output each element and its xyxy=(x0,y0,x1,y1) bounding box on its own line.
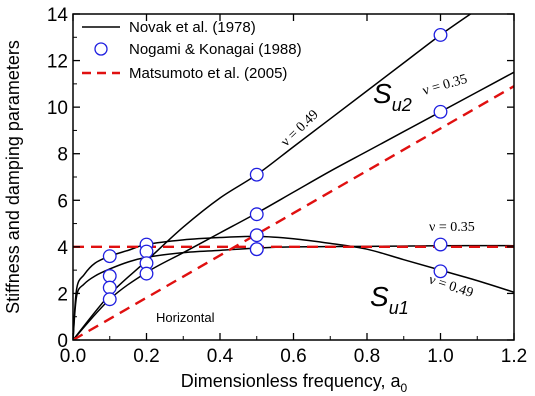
y-tick-label: 2 xyxy=(57,284,68,305)
series-line-novak-3 xyxy=(73,235,514,340)
data-point-nogami xyxy=(433,237,448,252)
data-point-nogami xyxy=(249,167,264,182)
y-tick-label: 4 xyxy=(57,238,68,259)
label-su2: Su2 xyxy=(373,78,412,115)
legend-label-matsumoto: Matsumoto et al. (2005) xyxy=(129,65,287,82)
data-point-nogami xyxy=(139,244,154,259)
data-point-nogami xyxy=(102,292,117,307)
series-line-novak-1 xyxy=(73,71,514,340)
data-point-nogami xyxy=(249,207,264,222)
x-tick-label: 0.0 xyxy=(60,346,86,367)
data-point-nogami xyxy=(102,280,117,295)
legend-label-novak: Novak et al. (1978) xyxy=(129,19,256,36)
legend: Novak et al. (1978) Nogami & Konagai (19… xyxy=(82,19,302,82)
nu-label-035-lower: ν = 0.35 xyxy=(429,220,475,235)
label-horizontal: Horizontal xyxy=(156,310,215,325)
y-tick-label: 6 xyxy=(57,191,68,212)
data-point-nogami xyxy=(433,28,448,42)
axis-tick-labels: 0.0 0.2 0.4 0.6 0.8 1.0 1.2 0 2 4 6 8 10 12 14 xyxy=(47,5,527,367)
y-axis-label: Stiffness and damping parameters xyxy=(3,40,23,314)
chart-marker-group xyxy=(102,28,448,307)
x-tick-label: 1.2 xyxy=(501,346,527,367)
data-point-nogami xyxy=(139,266,154,281)
data-point-nogami xyxy=(102,249,117,264)
y-tick-label: 10 xyxy=(47,98,68,119)
chart-annotations: Su2 Su1 ν = 0.49 ν = 0.35 ν = 0.35 ν = 0… xyxy=(156,72,475,325)
nu-label-049-upper: ν = 0.49 xyxy=(278,107,321,150)
data-point-nogami xyxy=(249,242,264,257)
data-point-nogami xyxy=(433,104,448,119)
y-tick-label: 0 xyxy=(57,331,68,352)
x-tick-label: 0.2 xyxy=(133,346,159,367)
nu-label-035-upper: ν = 0.35 xyxy=(421,72,469,99)
data-point-nogami xyxy=(249,228,264,243)
data-point-nogami xyxy=(433,264,448,279)
y-tick-label: 12 xyxy=(47,52,68,73)
y-tick-label: 8 xyxy=(57,145,68,166)
x-tick-label: 0.4 xyxy=(207,346,234,367)
nu-label-049-lower: ν = 0.49 xyxy=(427,273,475,301)
legend-swatch-nogami xyxy=(94,42,108,56)
axis-ticks xyxy=(72,13,515,341)
series-line-matsumoto-5 xyxy=(73,85,514,340)
x-tick-label: 0.8 xyxy=(354,346,380,367)
x-tick-label: 0.6 xyxy=(280,346,306,367)
data-point-nogami xyxy=(102,269,117,283)
y-tick-label: 14 xyxy=(47,5,69,26)
x-tick-label: 1.0 xyxy=(427,346,453,367)
legend-label-nogami: Nogami & Konagai (1988) xyxy=(129,41,302,58)
label-su1: Su1 xyxy=(370,281,409,318)
x-axis-label: Dimensionless frequency, a0 xyxy=(181,371,408,395)
